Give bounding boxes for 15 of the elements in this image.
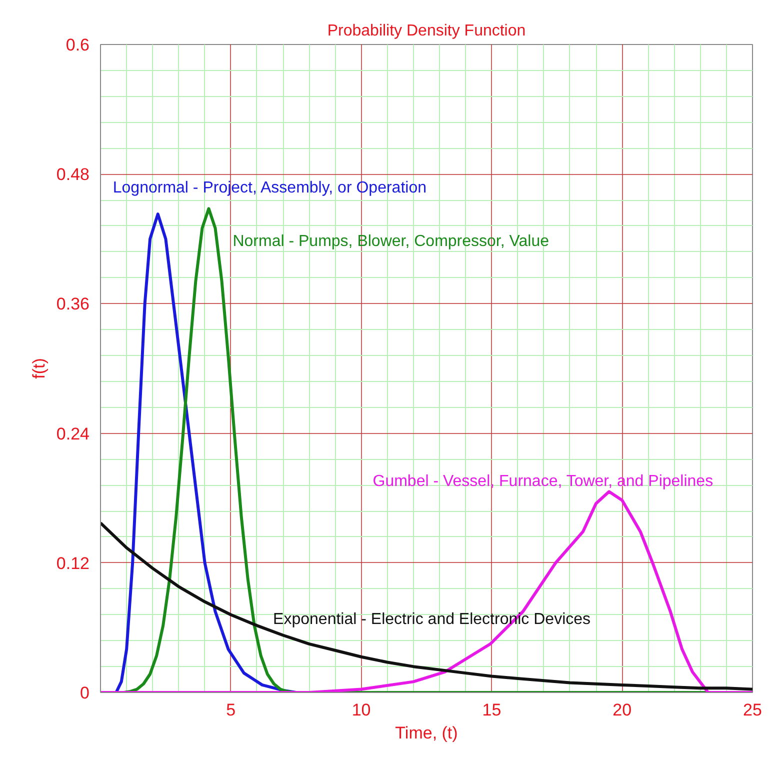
- y-tick-label: 0.24: [56, 424, 90, 444]
- y-tick-label: 0.48: [56, 165, 90, 184]
- y-tick-label: 0.36: [56, 294, 90, 314]
- y-tick-label: 0.12: [56, 554, 90, 573]
- x-tick-label: 5: [226, 700, 236, 720]
- x-tick-label: 15: [482, 700, 502, 720]
- y-tick-label: 0.6: [66, 36, 90, 54]
- x-axis-title: Time, (t): [395, 724, 458, 742]
- x-tick-label: 20: [612, 700, 632, 720]
- x-tick-label: 25: [743, 700, 762, 720]
- y-axis-title: f(t): [29, 358, 48, 379]
- text: Gumbel - Vessel, Furnace, Tower, and Pipelines: [372, 473, 714, 490]
- chart-title: Probability Density Function: [327, 22, 526, 40]
- x-tick-label: 10: [352, 700, 371, 720]
- y-tick-label: 0: [80, 684, 90, 702]
